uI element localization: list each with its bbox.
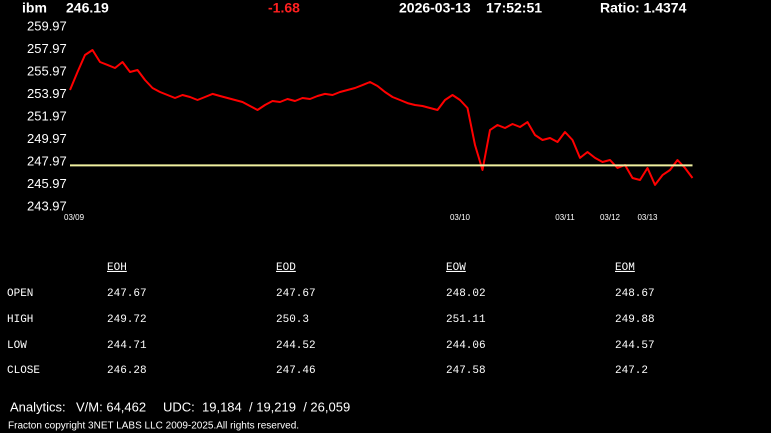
row-label: CLOSE [7,365,40,377]
footer: Fracton copyright 3NET LABS LLC 2009-202… [8,421,299,432]
y-tick-label: 257.97 [27,41,67,56]
time: 17:52:51 [486,0,542,16]
table-cell: 244.06 [446,340,486,352]
analytics-label: Analytics: [10,399,66,414]
price-line [69,49,694,186]
table-cell: 247.67 [107,288,147,300]
table-cell: 246.28 [107,365,147,377]
column-header: EOH [107,262,127,274]
y-tick-label: 247.97 [27,153,67,168]
y-tick-label: 253.97 [27,86,67,101]
x-tick-label: 03/11 [555,213,575,222]
y-tick-label: 251.97 [27,108,67,123]
table-cell: 248.02 [446,288,486,300]
row-label: HIGH [7,314,33,326]
symbol: ibm [22,0,47,16]
column-header: EOM [615,262,635,274]
table-cell: 244.52 [276,340,316,352]
x-tick-label: 03/13 [637,213,658,222]
table-cell: 244.71 [107,340,147,352]
change: -1.68 [268,0,300,16]
date: 2026-03-13 [399,0,471,16]
table-cell: 247.67 [276,288,316,300]
x-tick-label: 03/09 [64,213,85,222]
column-header: EOW [446,262,466,274]
x-tick-label: 03/10 [450,213,471,222]
table-cell: 247.2 [615,365,648,377]
table-cell: 251.11 [446,314,486,326]
y-tick-label: 249.97 [27,131,67,146]
ratio: Ratio: 1.4374 [600,0,687,16]
table-cell: 247.46 [276,365,316,377]
column-header: EOD [276,262,296,274]
table-cell: 247.58 [446,365,486,377]
x-tick-label: 03/12 [600,213,621,222]
y-tick-label: 243.97 [27,198,67,213]
table-cell: 249.72 [107,314,147,326]
analytics-vm: V/M: 64,462 [76,399,146,414]
y-tick-label: 245.97 [27,176,67,191]
table-cell: 249.88 [615,314,655,326]
table-cell: 244.57 [615,340,655,352]
y-tick-label: 259.97 [27,18,67,33]
row-label: OPEN [7,288,33,300]
analytics-udc: UDC: 19,184 / 19,219 / 26,059 [163,399,350,414]
price: 246.19 [66,0,109,16]
table-cell: 250.3 [276,314,309,326]
row-label: LOW [7,340,27,352]
y-tick-label: 255.97 [27,63,67,78]
table-cell: 248.67 [615,288,655,300]
